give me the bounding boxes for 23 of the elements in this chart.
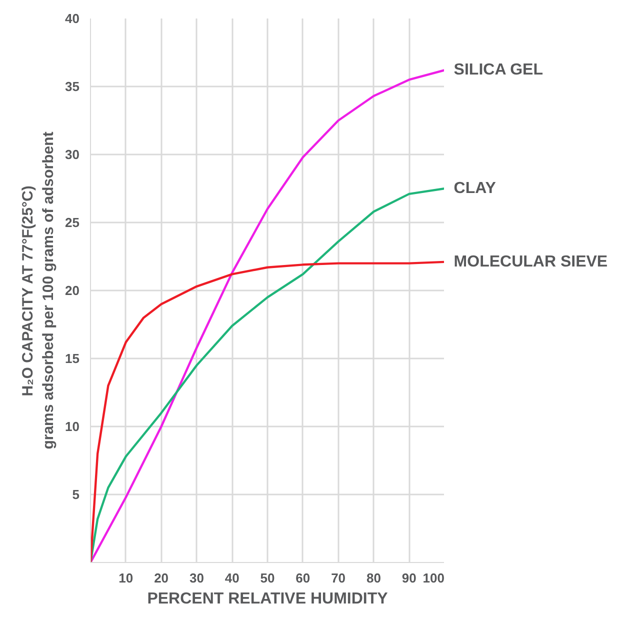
y-tick-label: 15 [65,351,80,366]
x-tick-label: 40 [224,570,240,586]
y-tick-label: 40 [65,11,80,26]
y-tick-label: 5 [72,487,80,502]
x-tick-label: 60 [296,570,310,586]
x-tick-label: 100 [422,570,445,586]
x-tick-label: 70 [331,570,346,586]
y-tick-label: 35 [65,79,80,94]
y-tick-label: 30 [65,147,80,162]
y-tick-label: 10 [65,419,80,434]
x-tick-label: 30 [189,570,204,586]
x-tick-label: 10 [118,570,134,586]
y-axis-title: H₂O CAPACITY AT 77°F(25°C) grams adsorbed per 100 grams of adsorbent [20,132,58,450]
y-tick-label: 25 [65,215,80,230]
series-label: MOLECULAR SIEVE [454,253,608,270]
y-tick-label: 20 [65,283,80,298]
x-axis-title: PERCENT RELATIVE HUMIDITY [147,590,388,608]
series-label: SILICA GEL [454,62,544,79]
x-tick-label: 20 [154,570,169,586]
x-tick-label: 50 [260,570,275,586]
x-tick-label: 80 [366,570,381,586]
x-tick-label: 90 [402,570,416,586]
series-label: CLAY [454,180,496,197]
